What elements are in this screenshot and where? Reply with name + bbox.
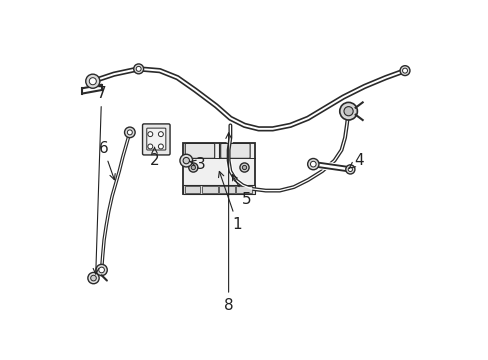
Circle shape	[147, 132, 152, 136]
Circle shape	[124, 127, 135, 138]
Text: 2: 2	[149, 147, 159, 168]
Circle shape	[402, 68, 407, 73]
Circle shape	[85, 74, 100, 88]
Text: 3: 3	[189, 157, 205, 172]
Circle shape	[127, 130, 132, 135]
Text: 6: 6	[98, 141, 115, 180]
Circle shape	[90, 275, 96, 281]
Bar	[183, 185, 255, 194]
Circle shape	[99, 267, 104, 273]
Text: 5: 5	[232, 175, 250, 207]
Bar	[236, 186, 251, 193]
Circle shape	[158, 144, 163, 149]
Circle shape	[133, 64, 143, 74]
Circle shape	[147, 144, 152, 149]
Circle shape	[188, 163, 198, 172]
Circle shape	[96, 264, 107, 276]
Circle shape	[180, 154, 192, 167]
Circle shape	[310, 161, 315, 167]
Circle shape	[347, 167, 352, 171]
Circle shape	[399, 66, 409, 76]
Circle shape	[339, 102, 357, 120]
FancyBboxPatch shape	[185, 143, 214, 158]
Bar	[219, 186, 234, 193]
Circle shape	[158, 132, 163, 136]
Circle shape	[345, 165, 354, 174]
Text: 4: 4	[348, 153, 363, 168]
Bar	[183, 143, 255, 194]
Text: 7: 7	[93, 86, 106, 274]
Bar	[184, 186, 200, 193]
FancyBboxPatch shape	[220, 143, 250, 158]
Circle shape	[242, 165, 246, 170]
Circle shape	[191, 165, 195, 170]
Circle shape	[183, 157, 189, 164]
Circle shape	[343, 107, 352, 116]
Text: 8: 8	[224, 133, 233, 313]
FancyBboxPatch shape	[146, 128, 165, 150]
Circle shape	[89, 78, 96, 85]
Circle shape	[88, 273, 99, 284]
Text: 1: 1	[218, 171, 242, 231]
Circle shape	[136, 66, 141, 71]
Circle shape	[307, 158, 318, 170]
FancyBboxPatch shape	[142, 124, 170, 155]
Bar	[202, 186, 217, 193]
Circle shape	[240, 163, 248, 172]
